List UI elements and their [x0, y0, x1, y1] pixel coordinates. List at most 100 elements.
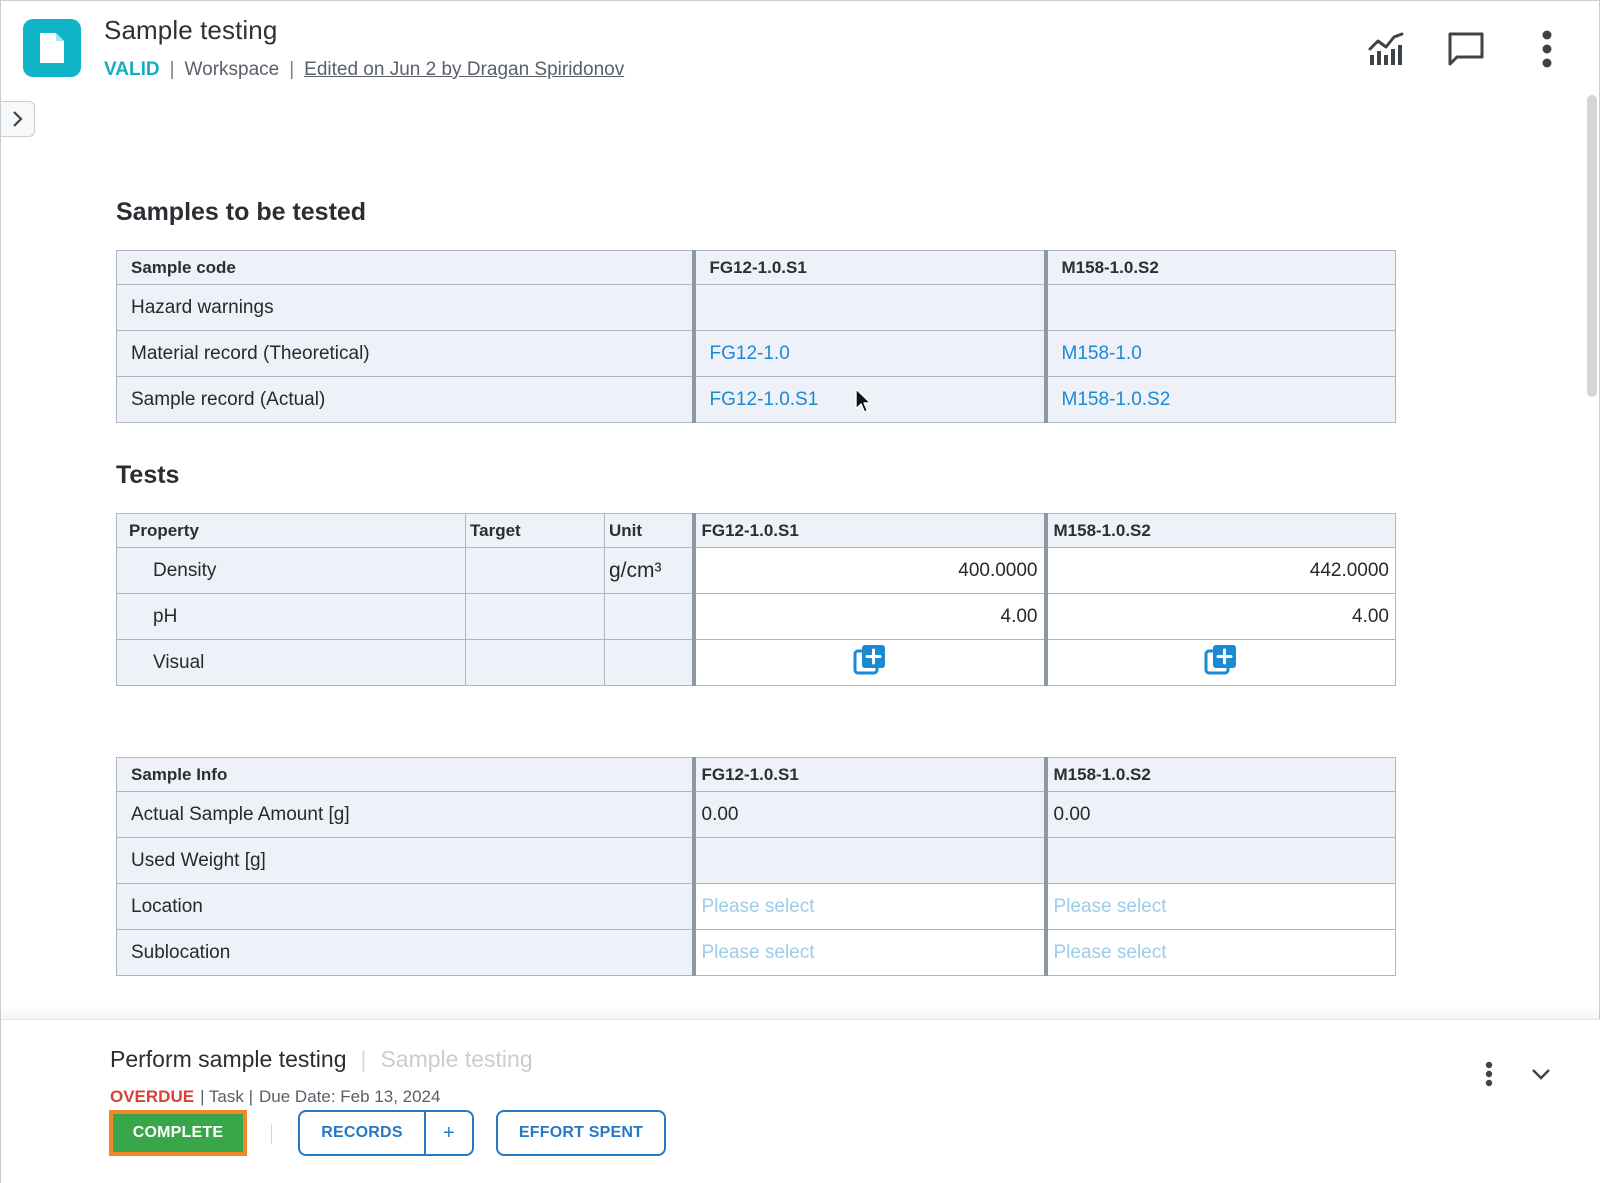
- material-record-link[interactable]: FG12-1.0: [710, 343, 790, 364]
- used-weight-input[interactable]: [1046, 838, 1396, 884]
- hazard-cell: [1046, 285, 1396, 331]
- workspace-label: Workspace: [185, 59, 280, 81]
- table-header-row: Sample Info FG12-1.0.S1 M158-1.0.S2: [117, 758, 1396, 792]
- table-row: Actual Sample Amount [g] 0.00 0.00: [117, 792, 1396, 838]
- material-record-link[interactable]: M158-1.0: [1062, 343, 1142, 364]
- task-title: Perform sample testing: [110, 1046, 346, 1073]
- row-label: Sublocation: [117, 930, 694, 976]
- overdue-badge: OVERDUE: [110, 1087, 194, 1107]
- column-header: FG12-1.0.S1: [694, 758, 1046, 792]
- visual-cell: [1046, 640, 1396, 686]
- unit-cell: g/cm³: [605, 548, 694, 594]
- column-header: M158-1.0.S2: [1046, 514, 1396, 548]
- task-more-button[interactable]: [1477, 1056, 1501, 1092]
- target-cell: [466, 548, 605, 594]
- chevron-down-icon: [1531, 1068, 1551, 1080]
- page-title: Sample testing: [104, 15, 277, 46]
- property-label: Density: [117, 548, 466, 594]
- sidebar-toggle-button[interactable]: [1, 101, 35, 137]
- used-weight-input[interactable]: [694, 838, 1046, 884]
- status-badge: VALID: [104, 59, 160, 81]
- page-meta: VALID | Workspace | Edited on Jun 2 by D…: [104, 59, 624, 81]
- complete-button[interactable]: COMPLETE: [109, 1110, 247, 1156]
- task-meta: OVERDUE | Task | Due Date: Feb 13, 2024: [110, 1087, 440, 1107]
- location-select[interactable]: Please select: [1046, 884, 1396, 930]
- edited-link[interactable]: Edited on Jun 2 by Dragan Spiridonov: [304, 59, 624, 81]
- tests-section-title: Tests: [116, 461, 179, 490]
- row-label: Actual Sample Amount [g]: [117, 792, 694, 838]
- tests-table: Property Target Unit FG12-1.0.S1 M158-1.…: [116, 513, 1396, 686]
- page-header: Sample testing VALID | Workspace | Edite…: [1, 1, 1600, 101]
- unit-cell: [605, 594, 694, 640]
- task-type: | Task |: [200, 1087, 253, 1107]
- more-options-button[interactable]: [1525, 27, 1569, 71]
- task-panel: Perform sample testing | Sample testing …: [1, 1019, 1600, 1183]
- document-icon: [23, 19, 81, 77]
- table-header-row: Sample code FG12-1.0.S1 M158-1.0.S2: [117, 251, 1396, 285]
- comment-icon: [1447, 31, 1485, 67]
- effort-spent-button[interactable]: EFFORT SPENT: [496, 1110, 666, 1156]
- column-header: Sample code: [117, 251, 694, 285]
- property-label: pH: [117, 594, 466, 640]
- more-vertical-icon: [1484, 1061, 1494, 1087]
- target-cell: [466, 594, 605, 640]
- sublocation-select[interactable]: Please select: [694, 930, 1046, 976]
- table-row: Used Weight [g]: [117, 838, 1396, 884]
- sample-info-table: Sample Info FG12-1.0.S1 M158-1.0.S2 Actu…: [116, 757, 1396, 976]
- samples-table: Sample code FG12-1.0.S1 M158-1.0.S2 Haza…: [116, 250, 1396, 423]
- column-header: FG12-1.0.S1: [694, 514, 1046, 548]
- records-button-group: RECORDS +: [298, 1110, 474, 1156]
- title-separator: |: [360, 1046, 366, 1073]
- table-row: Location Please select Please select: [117, 884, 1396, 930]
- mouse-cursor-icon: [854, 387, 872, 415]
- add-attachment-icon[interactable]: [853, 643, 887, 677]
- column-header: Target: [466, 514, 605, 548]
- more-vertical-icon: [1541, 30, 1553, 68]
- scrollbar-thumb[interactable]: [1587, 95, 1597, 397]
- target-cell: [466, 640, 605, 686]
- meta-separator: |: [170, 59, 175, 81]
- result-input[interactable]: 400.0000: [694, 548, 1046, 594]
- hazard-cell: [694, 285, 1046, 331]
- unit-cell: [605, 640, 694, 686]
- table-row: Hazard warnings: [117, 285, 1396, 331]
- column-header: M158-1.0.S2: [1046, 251, 1396, 285]
- sublocation-select[interactable]: Please select: [1046, 930, 1396, 976]
- result-input[interactable]: 442.0000: [1046, 548, 1396, 594]
- amount-input[interactable]: 0.00: [694, 792, 1046, 838]
- table-row: Visual: [117, 640, 1396, 686]
- column-header: FG12-1.0.S1: [694, 251, 1046, 285]
- location-select[interactable]: Please select: [694, 884, 1046, 930]
- table-row: Material record (Theoretical) FG12-1.0 M…: [117, 331, 1396, 377]
- add-record-button[interactable]: +: [426, 1122, 472, 1145]
- samples-section-title: Samples to be tested: [116, 198, 366, 227]
- table-header-row: Property Target Unit FG12-1.0.S1 M158-1.…: [117, 514, 1396, 548]
- column-header: Unit: [605, 514, 694, 548]
- row-label: Used Weight [g]: [117, 838, 694, 884]
- result-input[interactable]: 4.00: [1046, 594, 1396, 640]
- records-button[interactable]: RECORDS: [300, 1112, 426, 1154]
- button-divider: [271, 1124, 272, 1144]
- sample-record-link[interactable]: FG12-1.0.S1: [710, 389, 819, 410]
- property-label: Visual: [117, 640, 466, 686]
- table-row: Density g/cm³ 400.0000 442.0000: [117, 548, 1396, 594]
- table-row: Sample record (Actual) FG12-1.0.S1 M158-…: [117, 377, 1396, 423]
- column-header: Sample Info: [117, 758, 694, 792]
- amount-input[interactable]: 0.00: [1046, 792, 1396, 838]
- result-input[interactable]: 4.00: [694, 594, 1046, 640]
- task-title-row: Perform sample testing | Sample testing: [110, 1046, 533, 1073]
- task-subtitle: Sample testing: [380, 1046, 532, 1073]
- chevron-right-icon: [12, 110, 24, 128]
- comment-button[interactable]: [1444, 27, 1488, 71]
- row-label: Sample record (Actual): [117, 377, 694, 423]
- analytics-button[interactable]: [1364, 27, 1408, 71]
- sample-record-link[interactable]: M158-1.0.S2: [1062, 389, 1171, 410]
- collapse-task-button[interactable]: [1527, 1060, 1555, 1088]
- row-label: Location: [117, 884, 694, 930]
- visual-cell: [694, 640, 1046, 686]
- column-header: Property: [117, 514, 466, 548]
- add-attachment-icon[interactable]: [1204, 643, 1238, 677]
- row-label: Material record (Theoretical): [117, 331, 694, 377]
- row-label: Hazard warnings: [117, 285, 694, 331]
